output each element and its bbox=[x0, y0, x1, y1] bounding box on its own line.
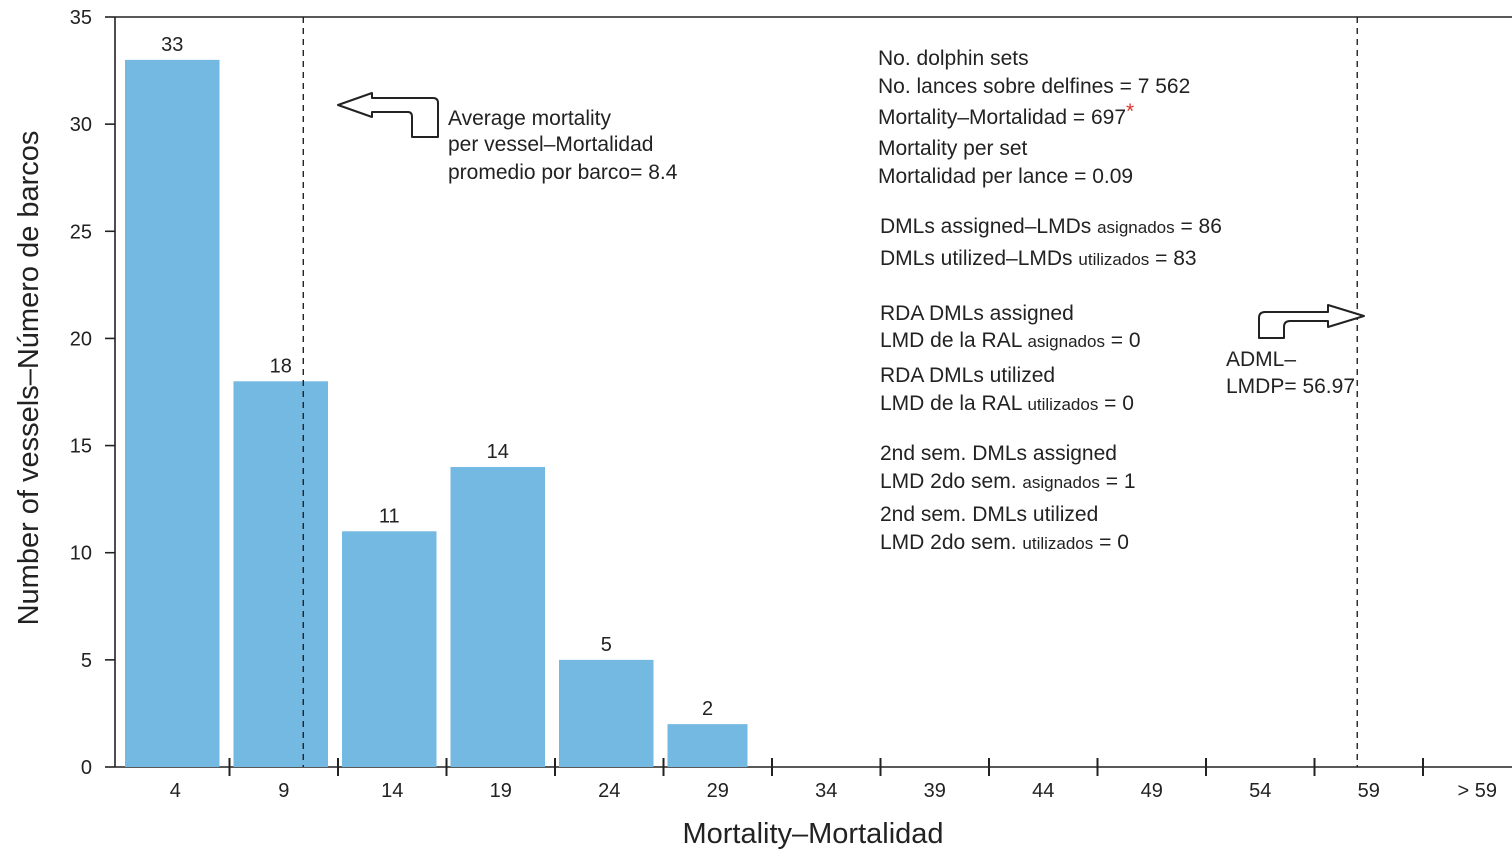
stats-line: Mortality–Mortalidad = 697* bbox=[878, 100, 1134, 129]
x-tick-label: 34 bbox=[815, 780, 837, 802]
y-tick-label: 15 bbox=[70, 436, 92, 458]
bar bbox=[233, 381, 328, 767]
y-axis-title: Number of vessels–Número de barcos bbox=[13, 131, 45, 626]
x-axis: 4 9 14 19 24 29 34 39 44 49 54 59 > 59 bbox=[115, 758, 1512, 802]
x-tick-label: > 59 bbox=[1458, 780, 1497, 802]
bar bbox=[667, 724, 748, 767]
stats-line: No. dolphin sets bbox=[878, 47, 1029, 70]
bar bbox=[559, 659, 654, 767]
y-tick-label: 35 bbox=[70, 7, 92, 29]
bar-value-label: 5 bbox=[601, 634, 612, 656]
stats-annotation: No. dolphin sets No. lances sobre delfine… bbox=[878, 47, 1222, 554]
stats-line: No. lances sobre delfines = 7 562 bbox=[878, 75, 1190, 98]
y-tick-label: 5 bbox=[81, 650, 92, 672]
x-tick-label: 39 bbox=[924, 780, 946, 802]
x-tick-label: 9 bbox=[278, 780, 289, 802]
bar bbox=[125, 59, 220, 768]
stats-line: Mortalidad per lance = 0.09 bbox=[878, 165, 1133, 188]
y-tick-label: 0 bbox=[81, 757, 92, 779]
bar-value-label: 14 bbox=[487, 441, 509, 463]
stats-line: 2nd sem. DMLs assigned bbox=[880, 442, 1117, 465]
stats-line: Mortality per set bbox=[878, 137, 1028, 160]
arrow-left-icon bbox=[337, 92, 439, 138]
adml-annotation-line-2: LMDP= 56.97 bbox=[1226, 375, 1355, 398]
bars: 33 18 11 14 5 2 bbox=[125, 34, 748, 768]
average-annotation-line-3: promedio por barco= 8.4 bbox=[448, 161, 678, 184]
x-tick-label: 19 bbox=[490, 780, 512, 802]
bar bbox=[450, 467, 545, 767]
stats-line: LMD 2do sem. utilizados = 0 bbox=[880, 531, 1129, 554]
stats-line: RDA DMLs utilized bbox=[880, 364, 1055, 387]
x-tick-label: 24 bbox=[598, 780, 620, 802]
arrow-right-icon bbox=[1258, 304, 1365, 339]
stats-line: 2nd sem. DMLs utilized bbox=[880, 503, 1098, 526]
reference-lines bbox=[302, 17, 1358, 767]
bar-value-label: 11 bbox=[379, 505, 400, 527]
y-tick-label: 10 bbox=[70, 543, 92, 565]
y-tick-label: 30 bbox=[70, 114, 92, 136]
x-tick-label: 29 bbox=[707, 780, 729, 802]
bar-value-label: 33 bbox=[161, 34, 183, 56]
bar-value-label: 18 bbox=[270, 355, 292, 377]
x-tick-label: 54 bbox=[1249, 780, 1271, 802]
stats-line: DMLs assigned–LMDs asignados = 86 bbox=[880, 215, 1222, 238]
bar-value-label: 2 bbox=[702, 698, 713, 720]
average-annotation-line-1: Average mortality bbox=[448, 107, 612, 130]
adml-annotation-line-1: ADML– bbox=[1226, 348, 1296, 371]
x-tick-label: 49 bbox=[1141, 780, 1163, 802]
x-axis-title: Mortality–Mortalidad bbox=[682, 818, 943, 850]
stats-line: DMLs utilized–LMDs utilizados = 83 bbox=[880, 247, 1197, 270]
x-tick-label: 4 bbox=[170, 780, 181, 802]
y-tick-label: 20 bbox=[70, 328, 92, 350]
stats-line: LMD de la RAL asignados = 0 bbox=[880, 329, 1141, 352]
x-tick-label: 44 bbox=[1032, 780, 1054, 802]
x-tick-label: 14 bbox=[381, 780, 403, 802]
bar bbox=[342, 531, 437, 767]
stats-line: RDA DMLs assigned bbox=[880, 302, 1074, 325]
stats-line: LMD de la RAL utilizados = 0 bbox=[880, 392, 1134, 415]
y-tick-label: 25 bbox=[70, 221, 92, 243]
x-tick-label: 59 bbox=[1358, 780, 1380, 802]
stats-line: LMD 2do sem. asignados = 1 bbox=[880, 470, 1136, 493]
average-annotation-line-2: per vessel–Mortalidad bbox=[448, 133, 653, 156]
